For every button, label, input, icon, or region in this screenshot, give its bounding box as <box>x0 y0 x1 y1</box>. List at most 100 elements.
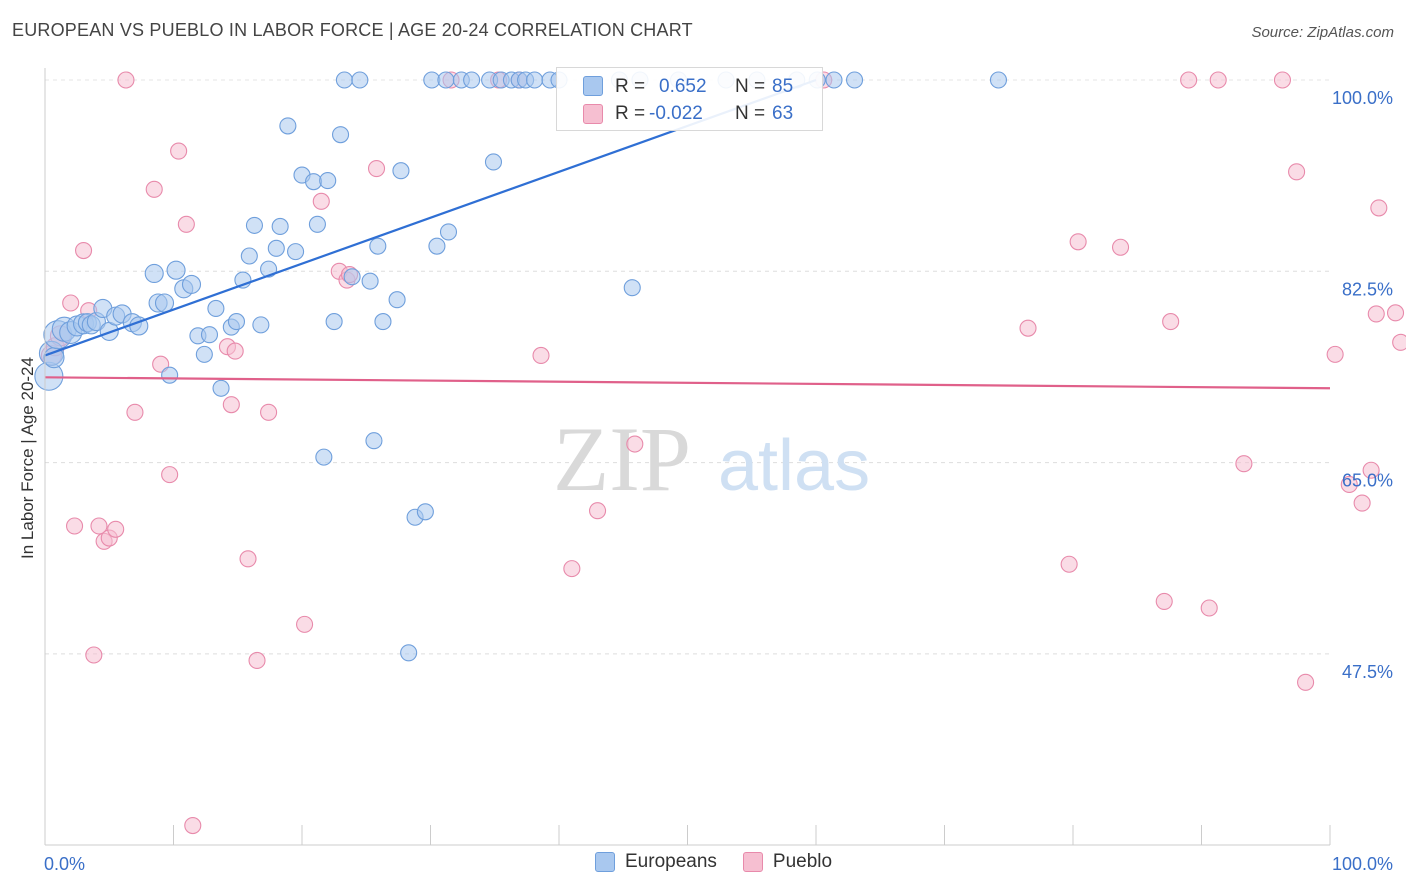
zipatlas-watermark: ZIP atlas <box>553 408 870 510</box>
legend-item-pueblo[interactable]: Pueblo <box>742 851 833 873</box>
svg-text:atlas: atlas <box>718 426 870 506</box>
europeans-point <box>200 326 219 344</box>
stats-pueblo-swatch <box>583 104 603 124</box>
stats-europeans-r-value: 0.652 <box>659 76 707 97</box>
pueblo-point <box>1200 599 1218 617</box>
europeans-point <box>315 448 333 466</box>
pueblo-point <box>117 71 135 89</box>
pueblo-point <box>1386 304 1405 322</box>
legend-label-europeans: Europeans <box>625 851 717 872</box>
europeans-point <box>195 345 213 363</box>
pueblo-point <box>1297 673 1315 691</box>
stats-pueblo-n-label: N = <box>735 103 766 124</box>
europeans-point <box>181 274 202 294</box>
europeans-point <box>845 71 864 89</box>
legend-item-europeans[interactable]: Europeans <box>595 851 717 873</box>
legend-swatch-europeans <box>595 852 615 872</box>
stats-europeans-r-label: R = <box>615 76 646 97</box>
y-tick-label: 47.5% <box>1342 662 1393 682</box>
pueblo-point <box>1209 71 1227 89</box>
europeans-point <box>400 644 418 662</box>
europeans-point <box>484 153 503 171</box>
pueblo-point <box>296 615 314 633</box>
europeans-point <box>287 243 305 261</box>
europeans-point <box>267 239 285 257</box>
europeans-point <box>279 117 297 135</box>
pueblo-point <box>85 646 103 664</box>
pueblo-point <box>563 560 581 578</box>
europeans-point <box>392 162 410 180</box>
pueblo-point <box>90 517 108 535</box>
source-label: Source: ZipAtlas.com <box>1251 24 1394 41</box>
europeans-point <box>271 217 289 236</box>
europeans-point <box>439 223 458 241</box>
x-tick-label: 100.0% <box>1332 854 1393 874</box>
pueblo-point <box>177 215 195 233</box>
europeans-point <box>437 71 455 89</box>
europeans-point <box>388 291 406 309</box>
pueblo-point <box>161 466 179 484</box>
pueblo-point <box>1353 494 1371 512</box>
pueblo-point <box>107 520 125 538</box>
y-tick-label: 65.0% <box>1342 471 1393 491</box>
europeans-point <box>245 216 264 234</box>
europeans-point <box>319 172 337 190</box>
legend-label-pueblo: Pueblo <box>772 851 833 872</box>
pueblo-point <box>1060 555 1078 573</box>
grid-layer <box>45 79 1330 655</box>
y-axis-label: In Labor Force | Age 20-24 <box>18 357 37 559</box>
pueblo-point <box>145 180 163 198</box>
pueblo-point <box>1392 333 1406 351</box>
pueblo-point <box>312 192 330 210</box>
pueblo-point <box>367 159 386 178</box>
stats-europeans-swatch <box>583 76 603 96</box>
europeans-point <box>989 71 1008 89</box>
pueblo-point <box>226 342 244 360</box>
stats-pueblo-n-value: 63 <box>772 103 794 124</box>
europeans-point <box>361 272 379 290</box>
europeans-point <box>428 237 446 255</box>
pueblo-point <box>1235 455 1253 473</box>
legend-swatch-pueblo <box>742 852 763 872</box>
pueblo-point <box>62 294 80 312</box>
axis-labels: 47.5% 65.0% 82.5% 100.0% 0.0% 100.0% In Labor … <box>18 88 1393 874</box>
europeans-point <box>365 432 383 450</box>
europeans-point <box>212 379 230 397</box>
legend: Europeans Pueblo <box>595 851 858 873</box>
europeans-point <box>252 316 270 334</box>
pueblo-point <box>1362 461 1380 479</box>
stats-box: R = 0.652 N = 85 R = -0.022 N = 63 <box>556 67 823 131</box>
pueblo-point <box>170 142 188 160</box>
chart-title: EUROPEAN VS PUEBLO IN LABOR FORCE | AGE … <box>12 20 693 40</box>
x-tick-label: 0.0% <box>44 854 85 874</box>
europeans-point <box>161 366 179 384</box>
europeans-point <box>369 237 387 255</box>
europeans-point <box>623 279 641 297</box>
pueblo-point <box>1370 199 1388 217</box>
pueblo-point <box>248 651 266 670</box>
pueblo-point <box>1162 313 1180 331</box>
axes <box>44 68 1331 846</box>
pueblo-point <box>588 502 607 520</box>
europeans-point <box>335 71 353 89</box>
europeans-point <box>166 260 186 280</box>
pueblo-point <box>1180 71 1198 89</box>
europeans-point <box>305 173 323 191</box>
stats-europeans-n-label: N = <box>735 76 766 97</box>
pueblo-point <box>260 403 278 421</box>
y-tick-label: 100.0% <box>1332 88 1393 108</box>
stats-pueblo-r-value: -0.022 <box>649 103 703 124</box>
europeans-point <box>207 299 225 318</box>
europeans-point <box>325 313 343 331</box>
pueblo-point <box>239 550 257 568</box>
pueblo-point <box>1367 305 1385 323</box>
europeans-point <box>144 263 164 284</box>
stats-europeans-n-value: 85 <box>772 76 794 97</box>
europeans-points <box>34 71 1008 662</box>
pueblo-point <box>1340 475 1358 494</box>
pueblo-point <box>1155 592 1173 610</box>
europeans-point <box>374 313 392 331</box>
pueblo-point <box>1069 233 1087 251</box>
pueblo-point <box>1111 238 1130 256</box>
